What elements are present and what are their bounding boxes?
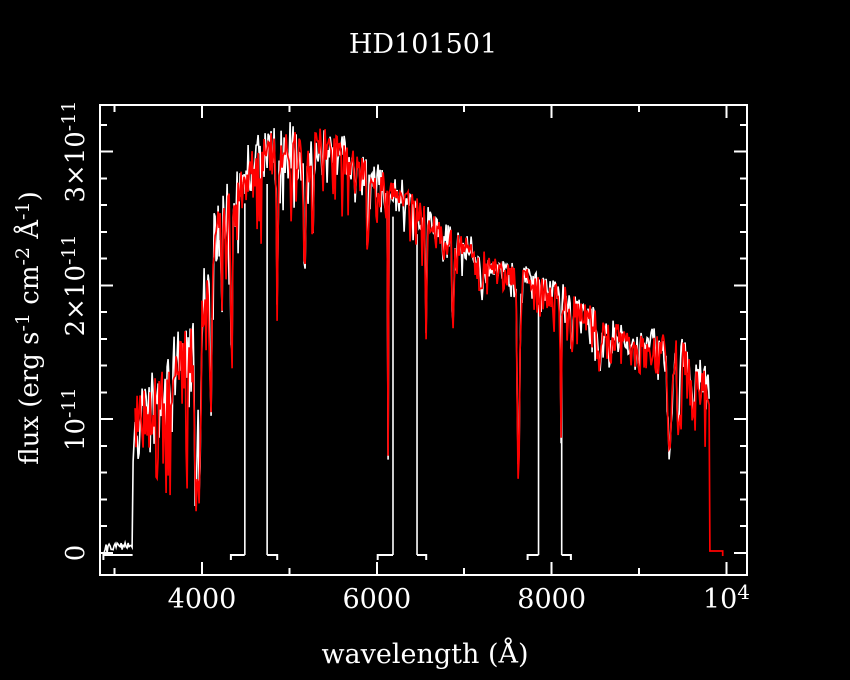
svg-text:4000: 4000 (168, 584, 237, 615)
y-axis-tick-labels: 0 10-11 2×10-11 3×10-11 (58, 101, 91, 562)
svg-text:104: 104 (703, 580, 750, 615)
axis-ticks (100, 105, 747, 575)
svg-text:2×10-11: 2×10-11 (58, 234, 91, 336)
svg-text:10-11: 10-11 (58, 387, 91, 451)
y-axis-label: flux (erg s-1 cm-2 Å-1) (12, 191, 45, 464)
svg-text:3×10-11: 3×10-11 (58, 101, 91, 203)
svg-text:6000: 6000 (342, 584, 411, 615)
chart-title: HD101501 (349, 29, 497, 60)
svg-text:0: 0 (61, 545, 91, 562)
svg-text:flux (erg s-1 cm-2 Å-1): flux (erg s-1 cm-2 Å-1) (12, 191, 45, 464)
x-axis-tick-labels: 4000 6000 8000 104 (168, 580, 750, 615)
spectrum-series (102, 122, 724, 560)
x-axis-label: wavelength (Å) (321, 637, 528, 670)
svg-text:8000: 8000 (517, 584, 586, 615)
